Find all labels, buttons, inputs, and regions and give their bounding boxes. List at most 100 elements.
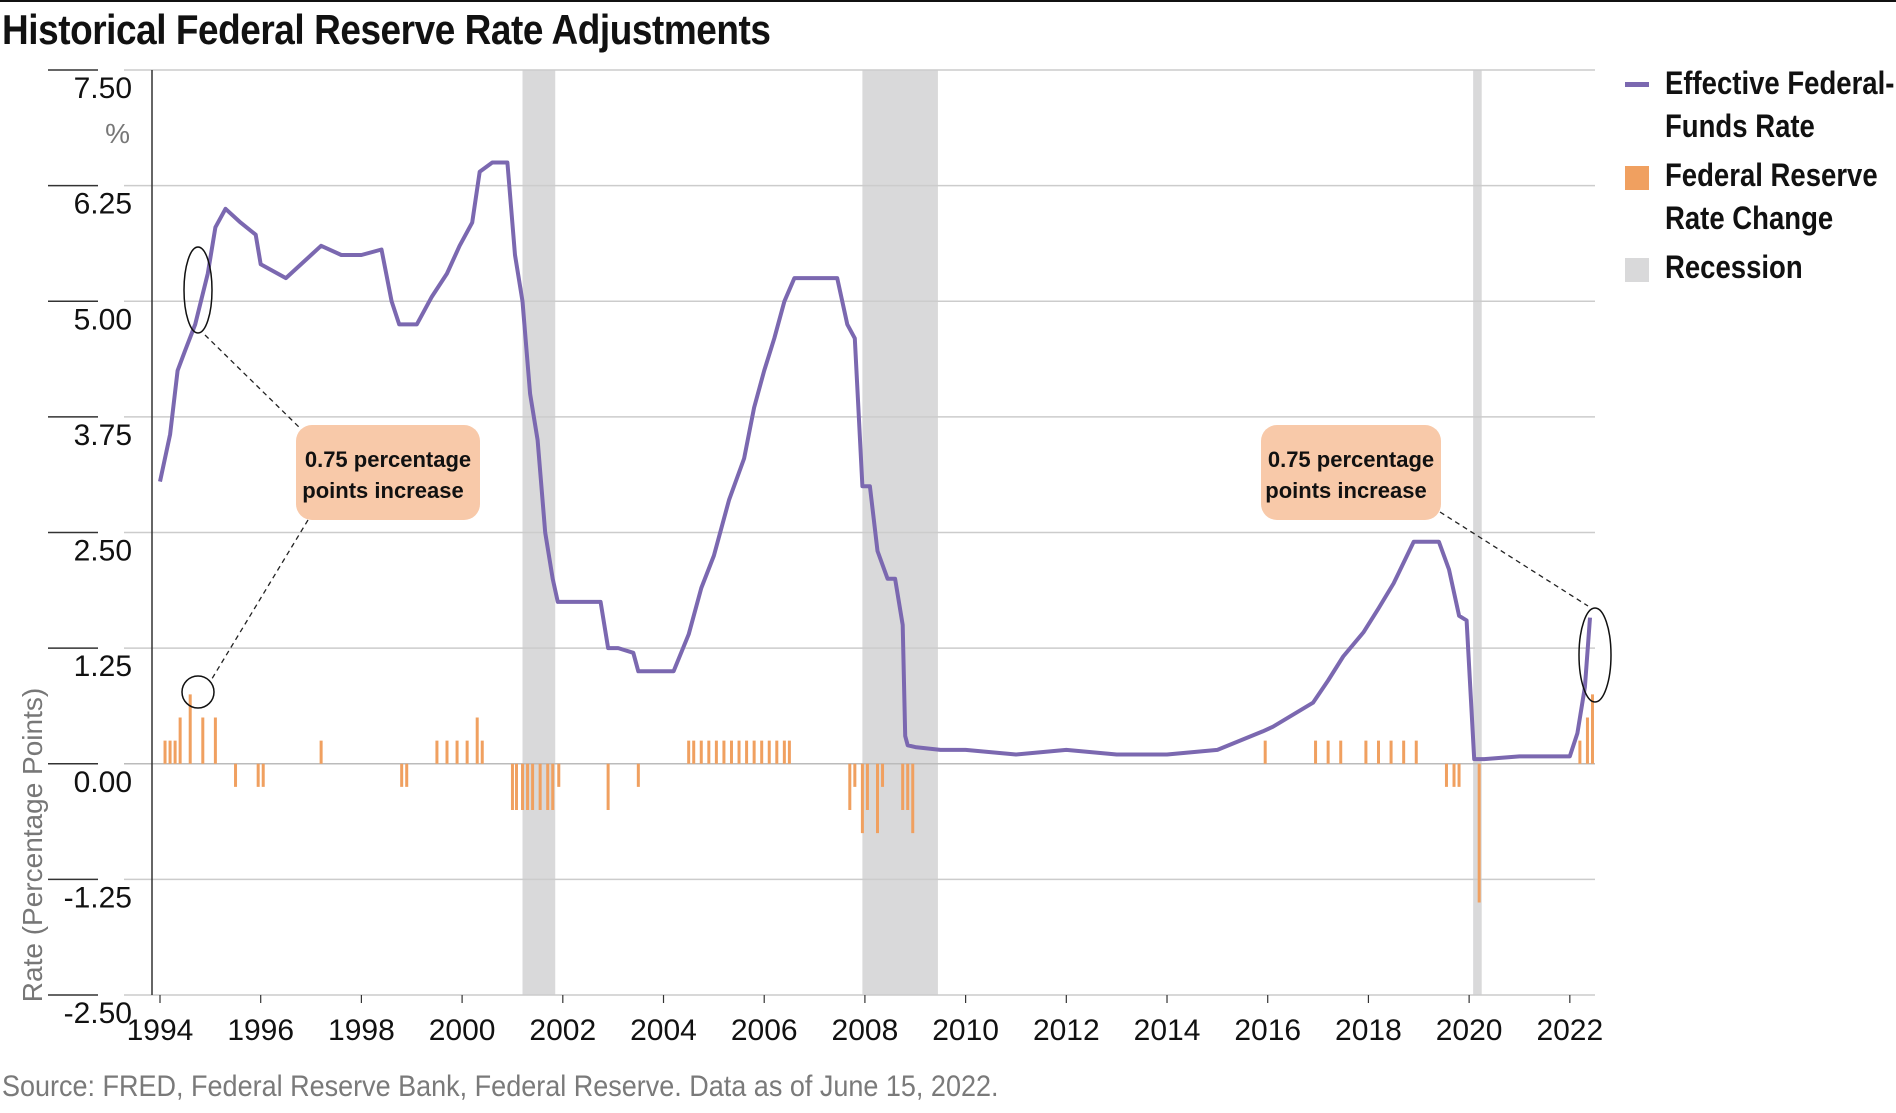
rate-change-bar (901, 763, 905, 810)
y-tick-label: 6.25 (74, 188, 132, 221)
rate-change-bar (1457, 763, 1461, 787)
rate-change-bar (319, 740, 323, 764)
rate-change-bars (163, 694, 1594, 903)
rate-change-bar (911, 763, 915, 834)
y-axis-unit: % (105, 118, 130, 149)
rate-change-bar (526, 763, 530, 810)
rate-change-bar (213, 717, 217, 764)
effective-rate-line (158, 160, 1592, 762)
x-tick-label: 2010 (932, 1014, 999, 1047)
rate-change-bar (261, 763, 265, 787)
x-tick-label: 2004 (630, 1014, 697, 1047)
rate-change-bar (455, 740, 459, 764)
x-tick-label: 2022 (1536, 1014, 1603, 1047)
chart-title: Historical Federal Reserve Rate Adjustme… (2, 6, 771, 53)
rate-change-bar (853, 763, 857, 787)
rate-change-bar (405, 763, 409, 787)
callout-text-right-line2: points increase (1265, 478, 1426, 503)
effective-rate-series-line (158, 160, 1592, 762)
x-tick-label: 2006 (731, 1014, 798, 1047)
callout-text-left-line2: points increase (302, 478, 463, 503)
rate-change-bar (606, 763, 610, 810)
callout-text-right-line1: 0.75 percentage (1268, 447, 1434, 472)
rate-change-bar (707, 740, 711, 764)
y-tick-label: -2.50 (64, 997, 132, 1030)
rate-change-bar (729, 740, 733, 764)
x-tick-labels: 1994 1996 1998 2000 2002 2004 2006 2008 2010 2012… (127, 995, 1603, 1047)
rate-change-bar (767, 740, 771, 764)
callout-box-left (296, 425, 480, 520)
gridlines (48, 69, 1595, 996)
callout-text-left-line1: 0.75 percentage (305, 447, 471, 472)
rate-change-bar (168, 740, 172, 764)
rate-change-bar (1263, 740, 1267, 764)
rate-change-bar (722, 740, 726, 764)
y-tick-label: -1.25 (64, 881, 132, 914)
rate-change-bar (510, 763, 514, 810)
y-tick-label: 3.75 (74, 419, 132, 452)
rate-change-bar (860, 763, 864, 834)
annotations: 0.75 percentage points increase 0.75 per… (181, 246, 1612, 709)
rate-change-bar (256, 763, 260, 787)
rate-change-bar (865, 763, 869, 810)
rate-change-bar (1477, 763, 1481, 903)
x-tick-label: 1996 (227, 1014, 294, 1047)
rate-change-bar (1452, 763, 1456, 787)
rate-change-bar (201, 717, 205, 764)
rate-change-bar (636, 763, 640, 787)
rate-change-bar (163, 740, 167, 764)
x-tick-label: 2020 (1436, 1014, 1503, 1047)
rate-change-bar (173, 740, 177, 764)
rate-change-bar (752, 740, 756, 764)
source-note: Source: FRED, Federal Reserve Bank, Fede… (2, 1070, 999, 1103)
rate-change-bar (188, 694, 192, 764)
callout-leader (209, 519, 309, 683)
rate-change-bar (881, 763, 885, 787)
rate-change-bar (475, 717, 479, 764)
legend-line-swatch (1625, 82, 1649, 87)
legend-item-effective-rate: Effective Federal-Funds Rate (1625, 62, 1894, 148)
rate-change-bar (1444, 763, 1448, 787)
y-tick-label: 7.50 (74, 72, 132, 105)
rate-change-bar (906, 763, 910, 810)
rate-change-bar (692, 740, 696, 764)
y-axis-title: Rate (Percentage Points) (17, 688, 48, 1002)
x-tick-label: 2014 (1134, 1014, 1201, 1047)
rate-change-bar (1389, 740, 1393, 764)
x-tick-label: 2002 (529, 1014, 596, 1047)
legend-recession-swatch (1625, 258, 1649, 282)
rate-change-bar (546, 763, 550, 810)
x-tick-label: 2016 (1234, 1014, 1301, 1047)
rate-change-bar (760, 740, 764, 764)
rate-change-bar (234, 763, 238, 787)
rate-change-bar (699, 740, 703, 764)
rate-change-bar (1585, 717, 1589, 764)
y-tick-label: 0.00 (74, 766, 132, 799)
highlight-ellipse (1578, 607, 1612, 703)
callout-leader (204, 334, 303, 431)
rate-change-bar (787, 740, 791, 764)
rate-change-bar (531, 763, 535, 810)
rate-change-bar (1339, 740, 1343, 764)
rate-change-bar (465, 740, 469, 764)
top-rule (0, 0, 1896, 2)
rate-change-bar (400, 763, 404, 787)
callout-box-right (1261, 425, 1441, 520)
rate-change-bar (480, 740, 484, 764)
rate-change-bar (1376, 740, 1380, 764)
rate-change-bar (745, 740, 749, 764)
rate-change-bar (687, 740, 691, 764)
rate-change-bar (1578, 740, 1582, 764)
rate-change-bar (557, 763, 561, 787)
rate-change-bar (848, 763, 852, 810)
rate-change-bar (538, 763, 542, 810)
legend-bar-swatch (1625, 166, 1649, 190)
rate-change-bar (435, 740, 439, 764)
rate-change-bar (1314, 740, 1318, 764)
rate-change-bar (1326, 740, 1330, 764)
highlight-ellipse (183, 246, 213, 334)
x-tick-label: 2000 (429, 1014, 496, 1047)
legend-label: Effective Federal-Funds Rate (1665, 65, 1895, 144)
y-tick-label: 2.50 (74, 535, 132, 568)
